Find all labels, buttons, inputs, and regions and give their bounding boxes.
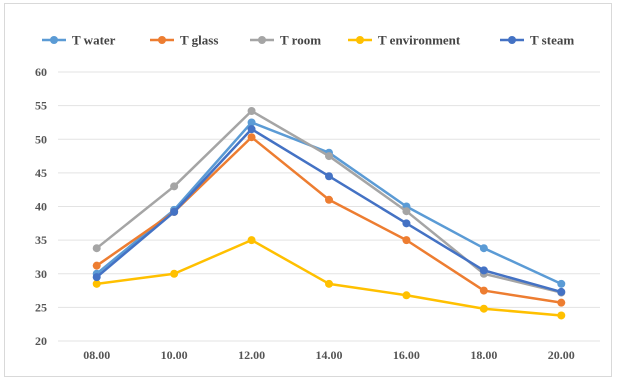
data-point: [557, 280, 565, 288]
y-tick-label: 55: [35, 99, 47, 113]
y-axis-ticks: 60 55 50 45 40 35 30 25 20: [35, 65, 47, 348]
data-point: [170, 182, 178, 190]
data-point: [248, 236, 256, 244]
data-point: [325, 152, 333, 160]
x-tick-label: 10.00: [161, 348, 188, 362]
y-tick-label: 25: [35, 300, 47, 314]
data-point: [325, 280, 333, 288]
data-point: [480, 287, 488, 295]
legend-item: T water: [42, 33, 116, 48]
data-point: [248, 133, 256, 141]
y-tick-label: 35: [35, 233, 47, 247]
data-point: [480, 244, 488, 252]
data-point: [402, 291, 410, 299]
legend-item: T room: [250, 33, 321, 48]
x-tick-label: 08.00: [83, 348, 110, 362]
data-point: [170, 270, 178, 278]
data-point: [93, 262, 101, 270]
legend-item: T steam: [500, 33, 574, 48]
data-point: [248, 107, 256, 115]
data-point: [248, 125, 256, 133]
data-point: [480, 305, 488, 313]
legend-item: T glass: [150, 33, 218, 48]
x-tick-label: 16.00: [393, 348, 420, 362]
data-point: [93, 244, 101, 252]
legend-swatch-marker: [50, 36, 58, 44]
legend-item: T environment: [348, 33, 461, 48]
data-point: [557, 311, 565, 319]
legend-label: T glass: [180, 33, 218, 48]
data-point: [480, 266, 488, 274]
legend-label: T room: [280, 33, 321, 48]
x-tick-label: 20.00: [548, 348, 575, 362]
legend-swatch-marker: [158, 36, 166, 44]
legend-label: T environment: [378, 33, 461, 48]
legend-swatch-marker: [356, 36, 364, 44]
y-tick-label: 60: [35, 65, 47, 79]
x-tick-label: 14.00: [316, 348, 343, 362]
data-point: [325, 196, 333, 204]
gridlines: [58, 72, 600, 341]
y-tick-label: 20: [35, 334, 47, 348]
data-point: [402, 207, 410, 215]
data-point: [557, 288, 565, 296]
legend: T water T glass T room T environment T steam: [42, 33, 574, 48]
data-point: [557, 299, 565, 307]
data-point: [402, 236, 410, 244]
data-point: [402, 219, 410, 227]
x-axis-ticks: 08.00 10.00 12.00 14.00 16.00 18.00 20.00: [83, 348, 575, 362]
legend-swatch-marker: [258, 36, 266, 44]
data-point: [325, 172, 333, 180]
legend-swatch-marker: [508, 36, 516, 44]
data-point: [93, 273, 101, 281]
legend-label: T steam: [530, 33, 574, 48]
y-tick-label: 50: [35, 132, 47, 146]
x-tick-label: 12.00: [238, 348, 265, 362]
y-tick-label: 45: [35, 166, 47, 180]
legend-label: T water: [72, 33, 116, 48]
y-tick-label: 40: [35, 200, 47, 214]
data-point: [170, 208, 178, 216]
y-tick-label: 30: [35, 267, 47, 281]
x-tick-label: 18.00: [470, 348, 497, 362]
